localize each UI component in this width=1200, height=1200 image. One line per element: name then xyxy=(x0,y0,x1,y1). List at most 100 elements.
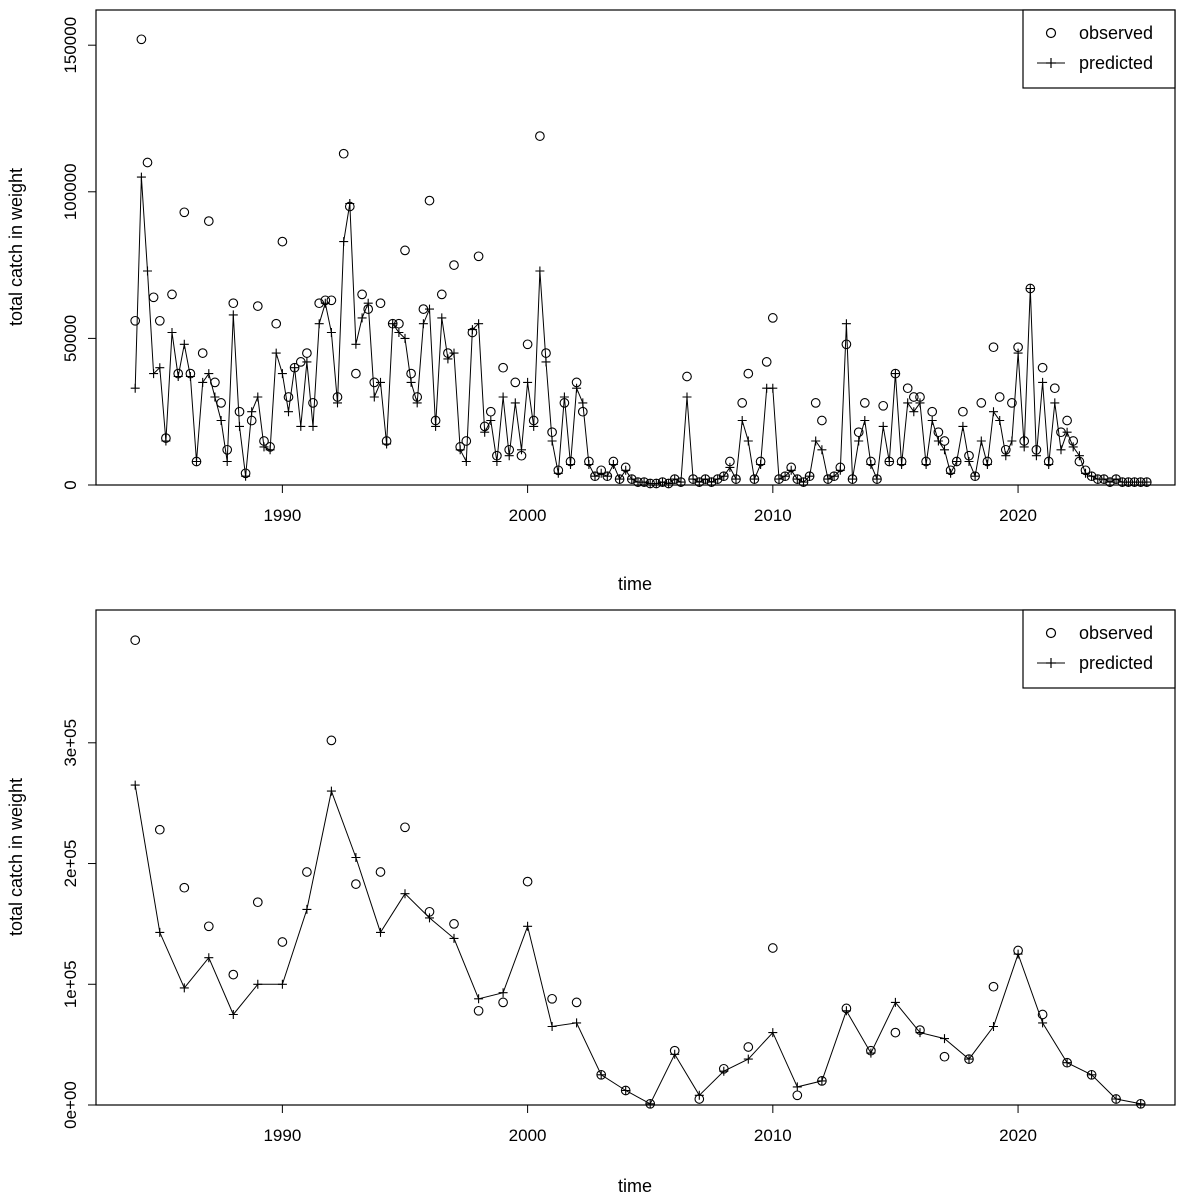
predicted-point xyxy=(449,933,459,943)
plot-area: 1990 2000 2010 2020 0 50000 100000 150000 xyxy=(61,9,1176,525)
predicted-point xyxy=(271,348,281,358)
observed-point xyxy=(535,131,545,141)
x-tick-label: 1990 xyxy=(263,1126,301,1145)
legend-border xyxy=(1022,609,1176,689)
predicted-point xyxy=(155,927,165,937)
predicted-point xyxy=(467,325,477,335)
observed-point xyxy=(136,34,147,45)
predicted-point xyxy=(412,398,422,408)
predicted-point xyxy=(749,474,759,484)
predicted-point xyxy=(1031,451,1041,461)
observed-point xyxy=(577,406,588,417)
predicted-point xyxy=(743,436,753,446)
predicted-point xyxy=(351,339,361,349)
observed-point xyxy=(792,1090,803,1101)
observed-point xyxy=(228,298,239,309)
predicted-point xyxy=(915,1028,925,1038)
predicted-point xyxy=(1105,477,1115,487)
predicted-point xyxy=(247,407,257,417)
observed-point xyxy=(203,216,214,226)
observed-point xyxy=(252,301,263,311)
predicted-point xyxy=(903,398,913,408)
observed-point xyxy=(859,398,870,408)
predicted-point xyxy=(792,1082,802,1092)
y-tick-label: 0 xyxy=(61,480,80,489)
predicted-point xyxy=(590,471,600,481)
y-tick-label: 50000 xyxy=(61,315,80,362)
observed-point xyxy=(810,398,821,408)
predicted-point xyxy=(492,457,502,466)
predicted-point xyxy=(333,398,342,408)
observed-point xyxy=(682,371,692,382)
predicted-point xyxy=(559,392,569,402)
predicted-point xyxy=(155,363,165,373)
predicted-point xyxy=(1111,1094,1121,1104)
predicted-point xyxy=(792,474,802,484)
predicted-point xyxy=(345,199,355,208)
observed-point xyxy=(283,392,294,402)
observed-point xyxy=(308,398,318,408)
observed-point xyxy=(167,289,177,300)
predicted-point xyxy=(1050,398,1060,408)
predicted-point xyxy=(517,445,526,455)
predicted-point xyxy=(161,436,171,446)
observed-point xyxy=(375,867,386,877)
predicted-point xyxy=(143,266,152,276)
observed-point xyxy=(510,377,521,388)
observed-point xyxy=(498,997,508,1008)
predicted-point xyxy=(921,460,931,469)
observed-point xyxy=(406,368,416,379)
observed-point xyxy=(179,207,190,218)
predicted-point xyxy=(615,474,625,484)
predicted-point xyxy=(989,1022,998,1031)
y-tick-label: 150000 xyxy=(61,17,80,74)
predicted-point xyxy=(235,421,244,431)
predicted-point xyxy=(700,474,710,484)
catch-chart-quarterly: 1990 2000 2010 2020 0 50000 100000 150000 obser… xyxy=(6,9,1176,594)
predicted-line xyxy=(134,785,1141,1105)
predicted-point xyxy=(909,407,919,417)
predicted-point xyxy=(676,477,686,487)
legend-box: observed predicted xyxy=(1022,609,1176,689)
y-tick-label: 0e+00 xyxy=(61,1081,80,1129)
predicted-point xyxy=(228,310,238,320)
observed-point xyxy=(222,444,233,455)
predicted-point xyxy=(854,436,864,446)
observed-point xyxy=(216,398,226,408)
predicted-point xyxy=(302,357,312,367)
predicted-point xyxy=(621,465,631,475)
predicted-point xyxy=(443,354,453,364)
x-tick-label: 2010 xyxy=(754,506,792,525)
legend-observed-marker-icon xyxy=(1045,627,1057,639)
predicted-point xyxy=(713,474,723,484)
observed-point xyxy=(902,383,913,394)
predicted-point xyxy=(774,474,784,484)
predicted-point xyxy=(707,477,716,487)
observed-point xyxy=(302,348,312,358)
legend-predicted-label: predicted xyxy=(1079,653,1153,673)
observed-point xyxy=(154,824,165,835)
predicted-point xyxy=(498,988,508,998)
predicted-point xyxy=(670,474,680,484)
observed-point xyxy=(302,867,312,877)
x-tick-label: 2000 xyxy=(509,1126,547,1145)
observed-point xyxy=(197,348,208,358)
observed-point xyxy=(142,157,153,168)
predicted-point xyxy=(204,369,214,379)
observed-point xyxy=(357,289,367,300)
predicted-point xyxy=(510,398,520,408)
predicted-point xyxy=(737,416,747,425)
predicted-point xyxy=(222,457,232,466)
predicted-point xyxy=(940,1034,949,1044)
predicted-point xyxy=(179,339,189,349)
predicted-point xyxy=(572,383,582,393)
predicted-point xyxy=(455,445,465,455)
predicted-point xyxy=(284,407,293,417)
predicted-point xyxy=(694,477,704,487)
predicted-point xyxy=(1142,477,1152,487)
observed-point xyxy=(994,392,1005,402)
plot-box xyxy=(95,9,1176,486)
observed-point xyxy=(908,392,919,402)
predicted-point xyxy=(664,479,674,488)
predicted-point xyxy=(719,1066,729,1076)
